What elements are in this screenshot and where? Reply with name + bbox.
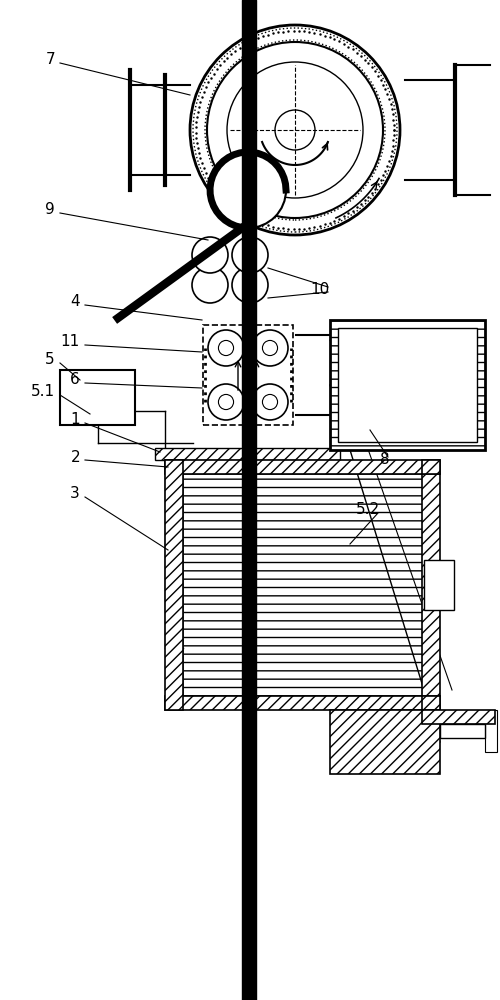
Text: 2: 2 — [70, 450, 80, 464]
Text: 5.1: 5.1 — [31, 384, 55, 399]
Bar — [440, 724, 485, 738]
Circle shape — [208, 384, 244, 420]
Circle shape — [192, 237, 228, 273]
Text: 5: 5 — [46, 353, 55, 367]
Bar — [183, 474, 422, 696]
Circle shape — [262, 340, 278, 356]
Circle shape — [252, 330, 288, 366]
Bar — [424, 560, 454, 610]
Bar — [422, 696, 440, 710]
Text: 1: 1 — [70, 412, 80, 428]
Text: 6: 6 — [70, 372, 80, 387]
Text: 4: 4 — [70, 294, 80, 310]
Circle shape — [207, 42, 383, 218]
Bar — [422, 710, 495, 724]
Circle shape — [190, 25, 400, 235]
Bar — [165, 460, 183, 710]
Circle shape — [232, 267, 268, 303]
Circle shape — [262, 394, 278, 410]
Text: 11: 11 — [61, 334, 80, 350]
Text: 8: 8 — [380, 452, 390, 468]
Text: 5.2: 5.2 — [356, 502, 380, 518]
Circle shape — [232, 237, 268, 273]
Bar — [338, 328, 477, 442]
Bar — [422, 460, 440, 474]
Circle shape — [210, 152, 286, 228]
Bar — [330, 320, 485, 450]
Circle shape — [218, 394, 234, 410]
Text: 7: 7 — [46, 52, 55, 68]
Bar — [60, 370, 135, 425]
Circle shape — [208, 330, 244, 366]
Circle shape — [192, 267, 228, 303]
Circle shape — [218, 340, 234, 356]
Bar — [155, 448, 340, 460]
Circle shape — [275, 110, 315, 150]
Bar — [422, 474, 440, 696]
Circle shape — [252, 384, 288, 420]
Text: 10: 10 — [311, 282, 330, 298]
Bar — [203, 325, 293, 425]
Text: 3: 3 — [70, 487, 80, 502]
Bar — [165, 696, 440, 710]
Text: 9: 9 — [45, 202, 55, 218]
Bar — [485, 710, 497, 752]
Circle shape — [227, 62, 363, 198]
Bar — [165, 460, 440, 474]
Bar — [330, 710, 440, 774]
